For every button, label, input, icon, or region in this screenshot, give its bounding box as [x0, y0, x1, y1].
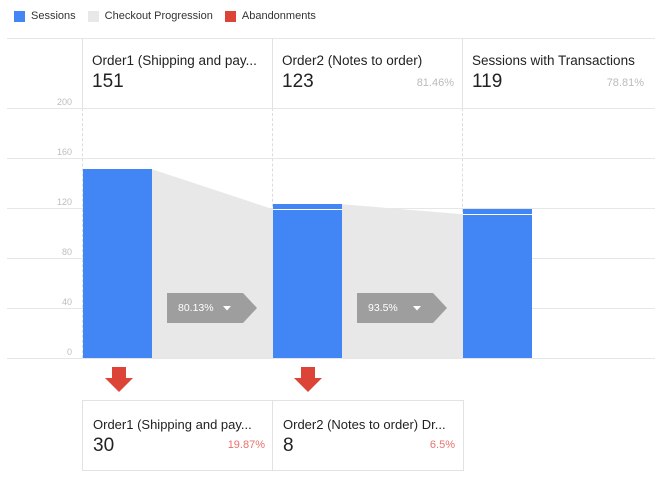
legend-item-checkout-progression[interactable]: Checkout Progression: [87, 10, 213, 22]
abandonment-card[interactable]: Order2 (Notes to order) Dr... 8 6.5%: [272, 400, 464, 471]
abandonments-swatch: [224, 10, 236, 22]
step-value: 151: [92, 71, 124, 92]
legend-item-sessions[interactable]: Sessions: [14, 10, 76, 22]
conversion-rate: 93.5%: [368, 302, 398, 314]
caret-down-icon: [413, 306, 421, 311]
gridline: [7, 358, 655, 359]
header-top-border: [7, 38, 655, 39]
progression-marker: [273, 209, 342, 210]
conversion-badge[interactable]: 80.13%: [167, 293, 259, 323]
y-tick-label: 80: [61, 247, 72, 257]
step-percent: 78.81%: [606, 77, 644, 89]
abandonment-value: 30: [93, 435, 115, 456]
legend-label: Sessions: [31, 10, 76, 22]
legend: Sessions Checkout Progression Abandonmen…: [14, 7, 328, 25]
abandonment-arrow-icon[interactable]: [293, 367, 323, 393]
abandonment-percent: 6.5%: [429, 439, 455, 451]
legend-item-abandonments[interactable]: Abandonments: [224, 10, 316, 22]
header-separator: [272, 38, 273, 108]
y-tick-label: 160: [56, 147, 72, 157]
progression-segment: [152, 169, 273, 358]
y-tick-label: 0: [66, 347, 72, 357]
progression-marker: [463, 214, 532, 215]
step-title[interactable]: Sessions with Transactions: [472, 53, 635, 68]
step-percent: 81.46%: [416, 77, 454, 89]
step-title[interactable]: Order2 (Notes to order): [282, 53, 423, 68]
abandonment-title: Order1 (Shipping and pay...: [93, 417, 252, 432]
gridline: [7, 108, 655, 109]
abandonment-arrow-icon[interactable]: [104, 367, 134, 393]
progression-segment: [342, 204, 463, 358]
step-title[interactable]: Order1 (Shipping and pay...: [92, 53, 257, 68]
conversion-badge[interactable]: 93.5%: [357, 293, 449, 323]
header-separator: [82, 38, 83, 108]
abandonment-percent: 19.87%: [227, 439, 265, 451]
step-value: 123: [282, 71, 314, 92]
step-value: 119: [472, 71, 503, 92]
y-tick-label: 40: [61, 297, 72, 307]
conversion-badge-shape: [357, 293, 447, 323]
legend-label: Abandonments: [241, 10, 316, 22]
sessions-bar-order1[interactable]: [83, 169, 152, 358]
gridline: [7, 158, 655, 159]
abandonment-title: Order2 (Notes to order) Dr...: [283, 417, 446, 432]
sessions-bar-order2[interactable]: [273, 204, 342, 358]
y-tick-label: 200: [56, 97, 72, 107]
abandonment-card[interactable]: Order1 (Shipping and pay... 30 19.87%: [82, 400, 274, 471]
y-tick-label: 120: [56, 197, 72, 207]
legend-label: Checkout Progression: [104, 10, 213, 22]
checkout-progression-swatch: [87, 10, 99, 22]
sessions-swatch: [14, 10, 25, 22]
column-guide: [82, 108, 83, 358]
caret-down-icon: [223, 306, 231, 311]
sessions-bar-transactions[interactable]: [463, 209, 532, 358]
abandonment-value: 8: [283, 435, 294, 456]
conversion-badge-shape: [167, 293, 257, 323]
header-separator: [462, 38, 463, 108]
conversion-rate: 80.13%: [178, 302, 214, 314]
